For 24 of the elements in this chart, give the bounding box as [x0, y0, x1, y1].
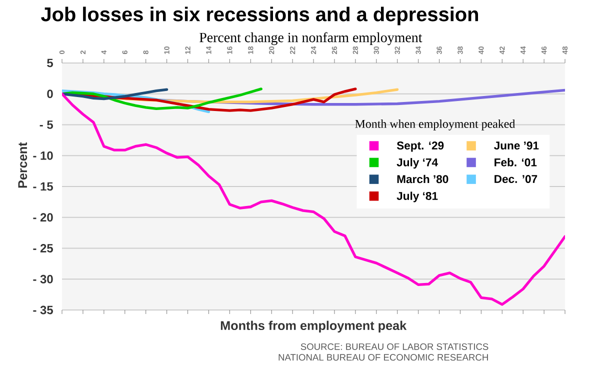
- legend-label: Sept. ‘29: [396, 142, 444, 152]
- legend-label: Feb. ‘01: [494, 158, 537, 166]
- y-tick-label: - 15: [33, 182, 53, 191]
- chart-subtitle: Percent change in nonfarm employment: [200, 32, 422, 46]
- legend-label: July ‘74: [396, 158, 438, 169]
- line-series: [62, 92, 566, 306]
- x-axis-title: Months from employment peak: [220, 320, 407, 333]
- legend-title: Month when employment peaked: [355, 120, 516, 130]
- text: NATIONAL BUREAU OF ECONOMIC RESEARCH: [278, 354, 488, 361]
- y-tick-label: 0: [47, 90, 53, 98]
- source-note: SOURCE: BUREAU OF LABOR STATISTICS: [300, 343, 488, 350]
- y-tick-label: - 5: [40, 120, 53, 129]
- y-tick-label: - 10: [33, 151, 53, 160]
- legend-label: June ’91: [494, 142, 539, 150]
- chart-title: Job losses in six recessions and a depression: [41, 6, 478, 26]
- legend-label: March ’80: [397, 174, 448, 184]
- y-tick-label: - 30: [33, 274, 53, 284]
- y-tick-label: - 35: [33, 306, 53, 314]
- legend-label: Dec. ’07: [494, 175, 538, 184]
- legend-label: July ‘81: [396, 192, 438, 202]
- y-axis-title: Percent: [18, 142, 28, 188]
- y-tick-label: 5: [47, 58, 53, 68]
- y-tick-label: - 20: [33, 213, 53, 222]
- y-tick-label: - 25: [33, 244, 53, 252]
